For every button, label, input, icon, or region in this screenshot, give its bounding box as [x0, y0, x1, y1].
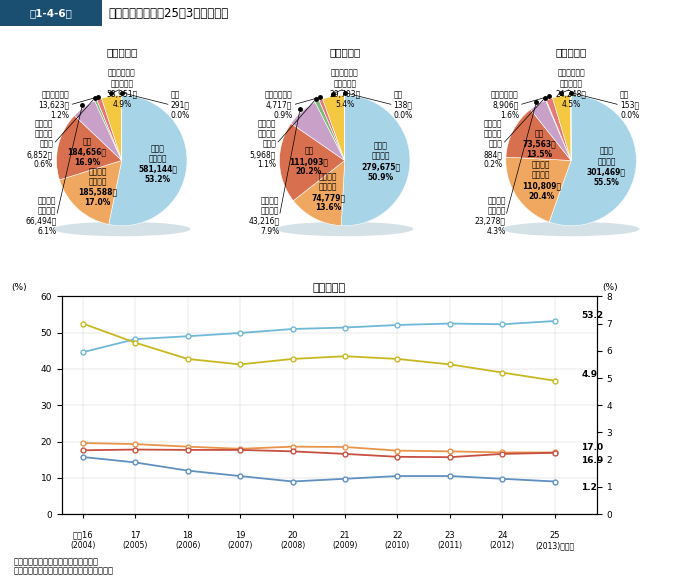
Wedge shape	[315, 101, 344, 160]
Text: 不詳
138人
0.0%: 不詳 138人 0.0%	[394, 90, 413, 120]
Title: （４）推移: （４）推移	[313, 283, 346, 293]
Text: 18: 18	[182, 530, 193, 540]
Text: 進学も就職も
していない
24,248人
4.5%: 進学も就職も していない 24,248人 4.5%	[556, 69, 587, 109]
Text: (2010): (2010)	[385, 541, 410, 550]
Wedge shape	[75, 101, 121, 160]
Text: 16.9: 16.9	[581, 456, 603, 465]
Text: 専修学校
（専門）
185,588人
17.0%: 専修学校 （専門） 185,588人 17.0%	[78, 167, 117, 207]
Text: 高校卒業者（平成25年3月）の状況: 高校卒業者（平成25年3月）の状況	[108, 6, 228, 20]
Text: 大学・
短期大学
301,469人
55.5%: 大学・ 短期大学 301,469人 55.5%	[587, 146, 626, 187]
Wedge shape	[56, 116, 121, 180]
Text: 進学も就職も
していない
53,951人
4.9%: 進学も就職も していない 53,951人 4.9%	[106, 69, 137, 109]
Text: 公共職業
能力開発
施設等
5,968人
1.1%: 公共職業 能力開発 施設等 5,968人 1.1%	[250, 119, 276, 170]
Ellipse shape	[54, 222, 190, 236]
Bar	[0, 0, 102, 26]
Text: 4.9: 4.9	[581, 370, 598, 379]
Wedge shape	[319, 99, 344, 160]
Wedge shape	[108, 95, 187, 226]
Ellipse shape	[276, 222, 413, 236]
Text: 平成16: 平成16	[73, 530, 93, 540]
Wedge shape	[552, 95, 571, 160]
Wedge shape	[546, 98, 571, 160]
Text: (2009): (2009)	[332, 541, 357, 550]
Text: 就職
73,563人
13.5%: 就職 73,563人 13.5%	[522, 129, 556, 159]
Text: (2013)（年）: (2013)（年）	[535, 541, 574, 550]
Text: 大学・
短期大学
279,675人
50.9%: 大学・ 短期大学 279,675人 50.9%	[361, 141, 400, 181]
Wedge shape	[97, 98, 121, 160]
Text: 就職
111,093人
20.2%: 就職 111,093人 20.2%	[289, 146, 329, 177]
Text: 公共職業
能力開発
施設等
6,852人
0.6%: 公共職業 能力開発 施設等 6,852人 0.6%	[27, 119, 54, 170]
Wedge shape	[341, 95, 410, 226]
Text: 23: 23	[445, 530, 456, 540]
Text: (2008): (2008)	[280, 541, 305, 550]
Text: (2004): (2004)	[70, 541, 95, 550]
Wedge shape	[549, 95, 637, 226]
Text: 不詳
291人
0.0%: 不詳 291人 0.0%	[171, 90, 190, 120]
Text: 専修学校
（専門）
74,779人
13.6%: 専修学校 （専門） 74,779人 13.6%	[311, 172, 345, 213]
Text: 一時的な仕事
4,717人
0.9%: 一時的な仕事 4,717人 0.9%	[265, 90, 292, 120]
Text: （出典）文部科学省「学校基本調査」: （出典）文部科学省「学校基本調査」	[14, 558, 99, 566]
Text: 一時的な仕事
13,623人
1.2%: 一時的な仕事 13,623人 1.2%	[38, 90, 69, 120]
Text: 第1-4-6図: 第1-4-6図	[29, 8, 72, 18]
Text: (2007): (2007)	[228, 541, 252, 550]
Wedge shape	[545, 100, 571, 160]
Title: （３）女性: （３）女性	[556, 47, 587, 57]
Wedge shape	[279, 123, 344, 200]
Text: (2005): (2005)	[123, 541, 148, 550]
Text: 22: 22	[392, 530, 403, 540]
Wedge shape	[506, 109, 571, 160]
Text: 53.2: 53.2	[581, 311, 603, 320]
Title: （１）全体: （１）全体	[106, 47, 137, 57]
Text: 専修学校
（一般）
43,216人
7.9%: 専修学校 （一般） 43,216人 7.9%	[248, 196, 279, 236]
Text: （注）中等教育学校後期課程卒業者を含む。: （注）中等教育学校後期課程卒業者を含む。	[14, 566, 114, 575]
Title: （２）男性: （２）男性	[329, 47, 360, 57]
Text: 一時的な仕事
8,906人
1.6%: 一時的な仕事 8,906人 1.6%	[491, 90, 519, 120]
Text: 17: 17	[130, 530, 141, 540]
Text: 21: 21	[340, 530, 351, 540]
Wedge shape	[294, 160, 344, 225]
Text: (2011): (2011)	[438, 541, 462, 550]
Text: 大学・
短期大学
581,144人
53.2%: 大学・ 短期大学 581,144人 53.2%	[138, 144, 177, 184]
Text: 専修学校
（専門）
110,809人
20.4%: 専修学校 （専門） 110,809人 20.4%	[521, 160, 560, 200]
Wedge shape	[291, 102, 344, 160]
Text: 19: 19	[235, 530, 246, 540]
Text: (%): (%)	[11, 283, 27, 292]
Text: (%): (%)	[602, 283, 618, 292]
Text: 17.0: 17.0	[581, 443, 603, 452]
Text: 不詳
153人
0.0%: 不詳 153人 0.0%	[620, 90, 639, 120]
Wedge shape	[506, 157, 571, 222]
Text: 25: 25	[549, 530, 560, 540]
Text: (2006): (2006)	[175, 541, 200, 550]
Text: (2012): (2012)	[490, 541, 515, 550]
Text: 就職
184,656人
16.9%: 就職 184,656人 16.9%	[67, 138, 106, 167]
Text: 24: 24	[497, 530, 508, 540]
Wedge shape	[322, 95, 344, 160]
Ellipse shape	[503, 222, 639, 236]
Wedge shape	[60, 160, 121, 224]
Text: 専修学校
（一般）
66,494人
6.1%: 専修学校 （一般） 66,494人 6.1%	[25, 196, 56, 236]
Wedge shape	[530, 101, 571, 160]
Text: 20: 20	[287, 530, 298, 540]
Text: 1.2: 1.2	[581, 483, 597, 492]
Wedge shape	[102, 95, 121, 160]
Wedge shape	[95, 100, 121, 160]
Text: 公共職業
能力開発
施設等
884人
0.2%: 公共職業 能力開発 施設等 884人 0.2%	[484, 119, 503, 170]
Text: 進学も就職も
していない
29,703人
5.4%: 進学も就職も していない 29,703人 5.4%	[329, 69, 360, 109]
Text: 専修学校
（一般）
23,278人
4.3%: 専修学校 （一般） 23,278人 4.3%	[475, 196, 506, 236]
